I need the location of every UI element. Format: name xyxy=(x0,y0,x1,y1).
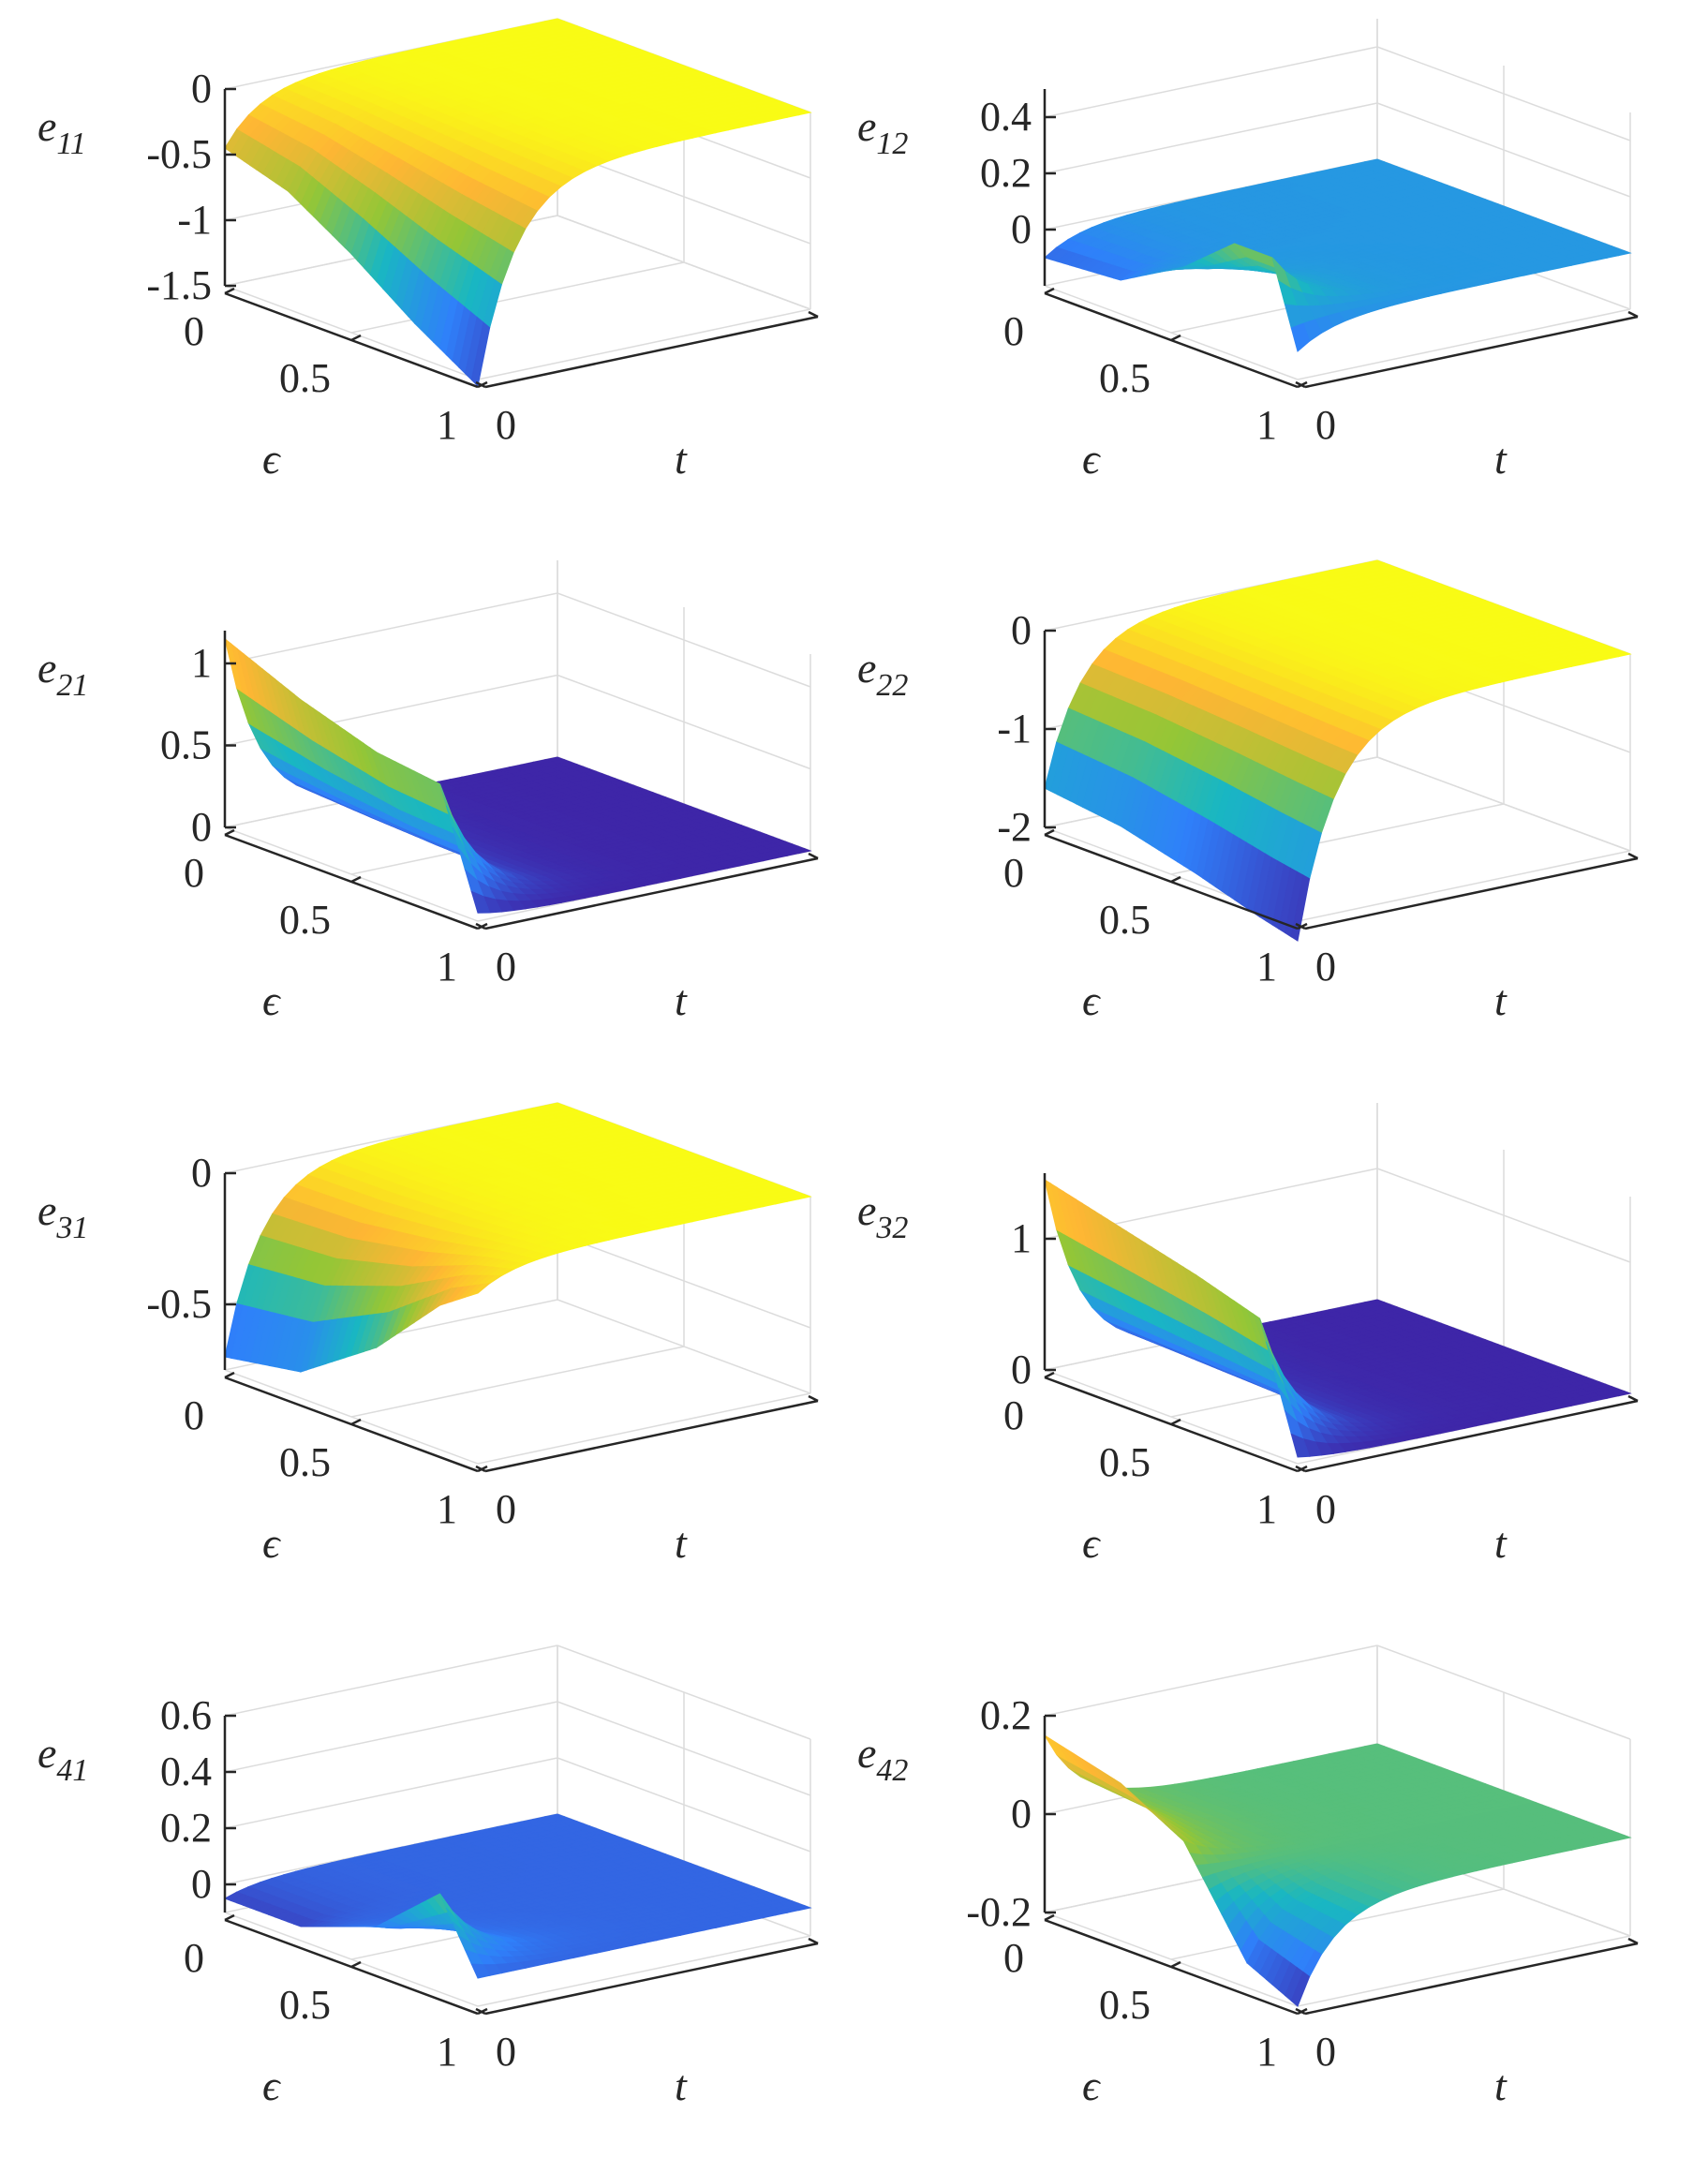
z-axis-label-sub: 11 xyxy=(56,127,85,161)
surface xyxy=(1045,560,1630,941)
t-tick-label: 0 xyxy=(1315,944,1336,990)
z-axis-label-main: e xyxy=(857,102,876,150)
z-tick-label: 0 xyxy=(191,804,212,850)
z-tick-label: -1 xyxy=(177,197,212,243)
eps-tick xyxy=(351,335,361,340)
t-axis-line xyxy=(485,317,818,387)
t-axis-label: t xyxy=(675,976,688,1024)
z-axis-label: e21 xyxy=(37,644,88,703)
z-tick-label: -0.5 xyxy=(146,131,212,177)
t-axis-label: t xyxy=(1494,435,1507,483)
eps-tick xyxy=(1045,289,1054,293)
z-tick-label: 0.2 xyxy=(980,150,1032,196)
surface-plot: 0-0.500.5105ϵte31 xyxy=(9,1084,834,1626)
eps-tick-label: 0 xyxy=(1003,308,1024,354)
surface-plot: 0-0.5-1-1.500.5105ϵte11 xyxy=(9,0,834,542)
z-axis-label: e22 xyxy=(857,644,908,703)
grid-line xyxy=(478,1393,810,1464)
eps-tick xyxy=(1171,335,1181,340)
grid-line xyxy=(225,1370,478,1464)
eps-tick-label: 0 xyxy=(184,308,204,354)
surface xyxy=(225,19,810,386)
z-tick-label: -1.5 xyxy=(146,262,212,308)
surface xyxy=(1045,159,1630,351)
eps-tick-label: 1 xyxy=(1256,402,1277,448)
grid-line xyxy=(1045,103,1377,173)
z-tick-label: 1 xyxy=(191,640,212,686)
z-axis-label-sub: 22 xyxy=(876,668,908,703)
grid-line xyxy=(1298,851,1630,921)
t-tick-label: 0 xyxy=(496,402,516,448)
eps-tick-label: 0.5 xyxy=(279,897,331,943)
eps-tick-label: 1 xyxy=(437,944,457,990)
t-axis-line xyxy=(1305,317,1638,387)
z-tick-label: -1 xyxy=(997,706,1032,752)
t-tick-label: 0 xyxy=(496,944,516,990)
z-tick-label: 0 xyxy=(1011,206,1032,252)
eps-tick-label: 0.5 xyxy=(1099,897,1151,943)
t-axis-label: t xyxy=(675,435,688,483)
grid-line xyxy=(478,309,810,380)
subplot-e11: 0-0.5-1-1.500.5105ϵte11 xyxy=(9,0,834,542)
z-axis-label-sub: 12 xyxy=(876,127,908,161)
eps-tick xyxy=(351,877,361,882)
eps-tick-label: 0 xyxy=(1003,850,1024,896)
z-tick-label: 0 xyxy=(1011,607,1032,653)
z-tick-label: 0.5 xyxy=(160,722,212,768)
z-axis-label-main: e xyxy=(37,102,56,150)
subplot-e31: 0-0.500.5105ϵte31 xyxy=(9,1084,834,1626)
eps-axis-label: ϵ xyxy=(262,976,282,1024)
subplot-e22: 0-1-200.5105ϵte22 xyxy=(829,542,1654,1083)
z-axis-label-main: e xyxy=(857,644,876,692)
t-tick xyxy=(809,312,818,317)
surface-plot: 0-1-200.5105ϵte22 xyxy=(829,542,1654,1083)
z-axis-label-sub: 21 xyxy=(56,668,88,703)
t-axis-line xyxy=(1305,858,1638,929)
eps-tick xyxy=(225,830,234,835)
z-axis-label: e11 xyxy=(37,102,86,161)
eps-axis-label: ϵ xyxy=(1082,976,1102,1024)
z-tick-label: 0.4 xyxy=(980,94,1032,140)
t-tick xyxy=(809,854,818,858)
grid-line xyxy=(351,1347,684,1417)
surface xyxy=(225,639,810,914)
eps-axis-label: ϵ xyxy=(1082,435,1102,483)
z-axis-label-main: e xyxy=(37,644,56,692)
t-tick xyxy=(1628,854,1638,858)
surface xyxy=(225,1103,810,1372)
grid-line xyxy=(1045,47,1377,117)
t-axis-label: t xyxy=(1494,976,1507,1024)
grid-line xyxy=(225,593,557,663)
t-tick xyxy=(1628,312,1638,317)
eps-tick-label: 0.5 xyxy=(279,355,331,401)
t-tick-label: 0 xyxy=(1315,402,1336,448)
eps-tick-label: 0 xyxy=(184,850,204,896)
z-tick-label: 0 xyxy=(191,66,212,112)
eps-tick xyxy=(225,289,234,293)
eps-tick xyxy=(1171,877,1181,882)
eps-tick xyxy=(1045,830,1054,835)
eps-tick-label: 1 xyxy=(1256,944,1277,990)
z-axis-label: e12 xyxy=(857,102,908,161)
grid-line xyxy=(1045,286,1298,380)
eps-tick-label: 0.5 xyxy=(1099,355,1151,401)
eps-tick-label: 1 xyxy=(437,402,457,448)
eps-axis-label: ϵ xyxy=(262,435,282,483)
z-tick-label: -2 xyxy=(997,804,1032,850)
